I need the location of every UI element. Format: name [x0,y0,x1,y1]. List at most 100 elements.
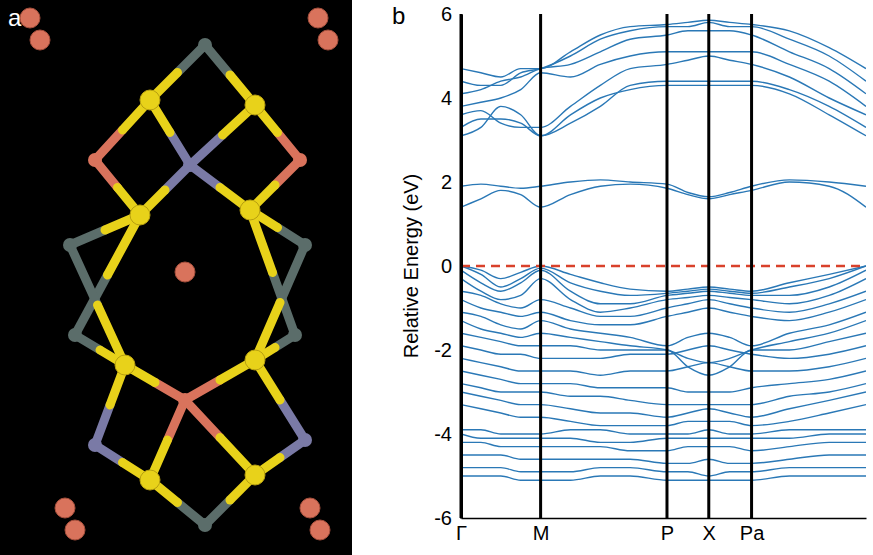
y-tick: 6 [441,3,461,25]
bond [280,245,305,303]
panel-a-background [0,0,352,555]
band [461,476,866,480]
band [461,442,866,450]
bond [185,400,220,438]
metal-atom [88,153,102,167]
y-tick-label: 4 [441,87,452,109]
metal-atom [63,238,77,252]
metal-atom [183,158,197,172]
grid-line [665,14,668,518]
sulfur-atom [240,200,260,220]
y-tick-label: -2 [434,339,452,361]
free-atom [310,520,330,540]
panel-label: a [8,4,22,31]
band [461,291,866,316]
band [461,56,866,127]
band [461,392,866,417]
metal-atom [198,518,212,532]
x-tick: P [661,518,674,544]
y-tick: 2 [441,171,461,193]
band [461,333,866,375]
sulfur-atom [245,350,265,370]
metal-atom [298,433,312,447]
x-tick-label: Pa [740,522,765,544]
figure: a b -6 -4 -2 0 2 4 6 Γ M P X Pa Relative Energy (eV) [0,0,873,555]
band [461,52,866,107]
band [461,455,866,463]
grid [461,14,752,518]
x-tick-label: X [703,522,716,544]
band [461,468,866,476]
x-axis-line [462,518,867,520]
metal-atom [88,438,102,452]
plot-area [461,20,866,480]
bonds [70,45,305,525]
y-axis: -6 -4 -2 0 2 4 6 [434,3,461,529]
band [461,312,866,346]
atoms [20,8,338,540]
free-atom [30,30,50,50]
grid-line [750,14,753,518]
sulfur-atom [130,205,150,225]
free-atom [318,30,338,50]
band [461,270,866,304]
free-atom [308,8,328,28]
free-atom [55,498,75,518]
y-tick-label: 6 [441,3,452,25]
y-axis-title: Relative Energy (eV) [400,174,422,359]
band [461,358,866,375]
y-tick-label: -4 [434,423,452,445]
x-tick: Γ [456,518,467,544]
y-tick-label: -6 [434,507,452,529]
metal-atom [178,393,192,407]
metal-atom [288,328,302,342]
x-axis: Γ M P X Pa [456,518,867,544]
band [461,182,866,207]
y-tick-label: 0 [441,255,452,277]
y-axis-line [460,15,463,519]
band [461,22,866,85]
band [461,405,866,426]
free-atom [65,520,85,540]
sulfur-atom [140,470,160,490]
metal-atom [68,328,82,342]
metal-atom [198,38,212,52]
sulfur-atom [245,95,265,115]
x-tick-label: P [661,522,674,544]
free-atom [175,262,195,282]
x-tick-label: Γ [456,522,467,544]
band [461,321,866,363]
band [461,20,866,77]
band [461,180,866,197]
x-tick: X [703,518,716,544]
sulfur-atom [140,90,160,110]
bond [70,245,98,305]
panel-a: a [0,0,352,555]
free-atom [20,8,40,28]
band [461,371,866,392]
y-tick: -2 [434,339,461,361]
band [461,384,866,405]
sulfur-atom [245,465,265,485]
free-atom [300,498,320,518]
band [461,430,866,434]
band [461,31,866,94]
y-tick-label: 2 [441,171,452,193]
y-tick: -4 [434,423,461,445]
fermi-level [461,265,866,268]
metal-atom [298,238,312,252]
grid-line [539,14,542,518]
band [461,279,866,313]
metal-atom [293,153,307,167]
x-tick: Pa [740,518,765,544]
x-tick-label: M [533,522,550,544]
panel-label: b [392,2,405,29]
sulfur-atom [115,355,135,375]
y-tick: 4 [441,87,461,109]
x-tick: M [533,518,550,544]
band [461,300,866,325]
y-tick: 0 [441,255,461,277]
grid-line [460,14,463,518]
band [461,434,866,442]
band [461,85,866,135]
